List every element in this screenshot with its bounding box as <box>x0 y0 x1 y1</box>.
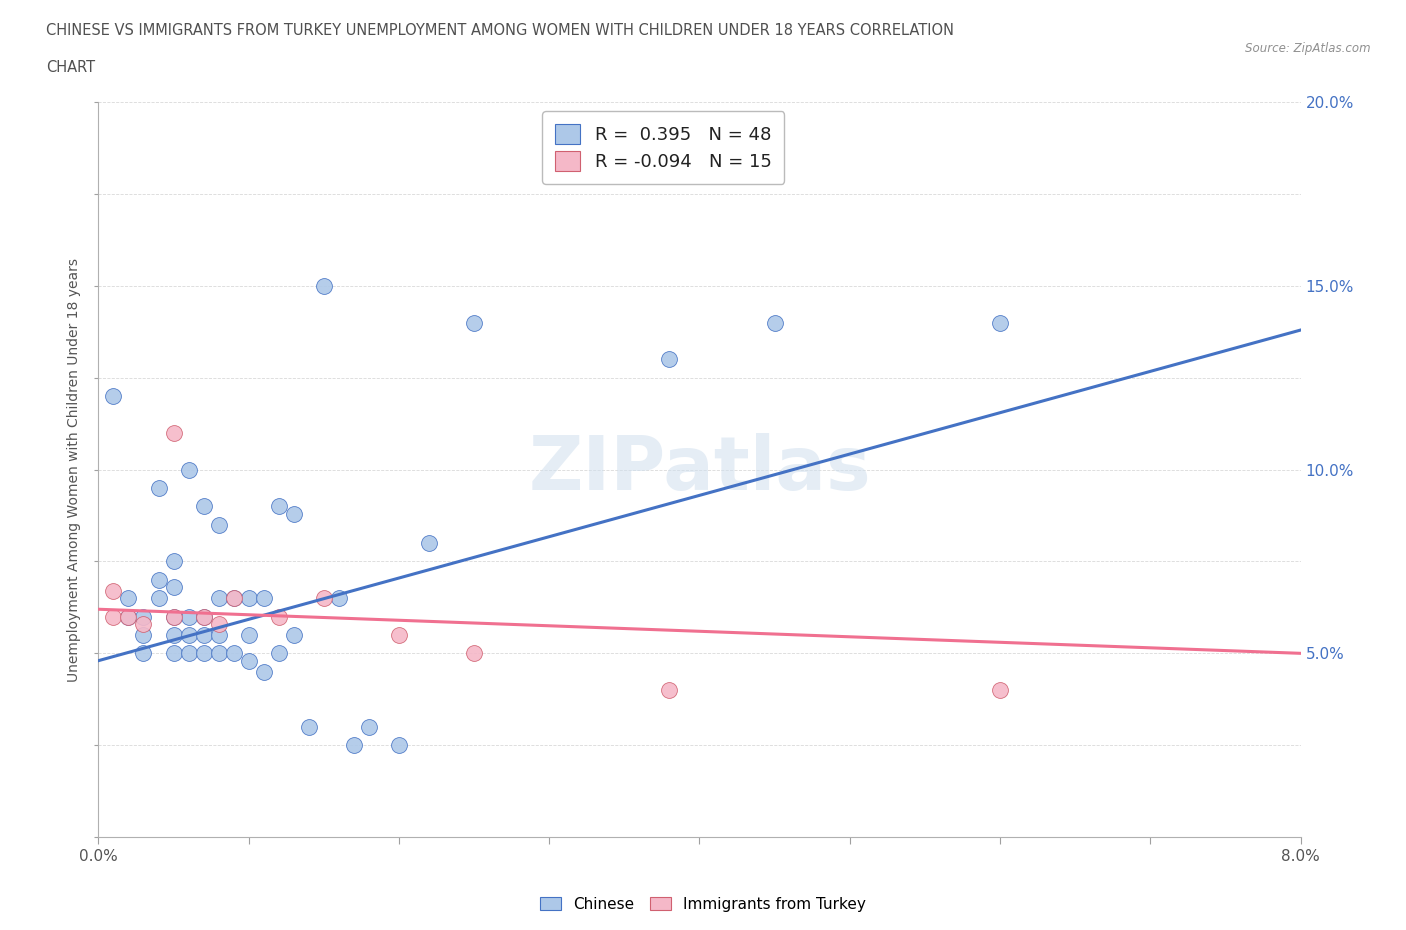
Point <box>222 591 245 605</box>
Point <box>103 609 125 624</box>
Point <box>148 481 170 496</box>
Point <box>463 315 485 330</box>
Point <box>208 645 231 660</box>
Point <box>418 536 440 551</box>
Point <box>658 352 681 367</box>
Point <box>148 572 170 588</box>
Text: ZIPatlas: ZIPatlas <box>529 433 870 506</box>
Point <box>343 737 366 752</box>
Point <box>162 645 184 660</box>
Point <box>132 609 155 624</box>
Point <box>132 628 155 643</box>
Point <box>103 583 125 598</box>
Point <box>283 628 305 643</box>
Point <box>283 506 305 521</box>
Point <box>222 645 245 660</box>
Point <box>117 609 139 624</box>
Point <box>117 609 139 624</box>
Point <box>267 645 290 660</box>
Point <box>103 389 125 404</box>
Point <box>208 617 231 631</box>
Point <box>238 591 260 605</box>
Point <box>162 609 184 624</box>
Point <box>162 426 184 441</box>
Point <box>193 609 215 624</box>
Point <box>357 720 380 735</box>
Legend: Chinese, Immigrants from Turkey: Chinese, Immigrants from Turkey <box>534 890 872 918</box>
Point <box>253 664 276 679</box>
Point <box>132 645 155 660</box>
Point <box>388 628 411 643</box>
Point <box>193 645 215 660</box>
Point <box>162 609 184 624</box>
Point <box>162 579 184 594</box>
Point <box>208 628 231 643</box>
Y-axis label: Unemployment Among Women with Children Under 18 years: Unemployment Among Women with Children U… <box>67 258 82 682</box>
Point <box>132 617 155 631</box>
Point <box>177 462 200 477</box>
Text: CHINESE VS IMMIGRANTS FROM TURKEY UNEMPLOYMENT AMONG WOMEN WITH CHILDREN UNDER 1: CHINESE VS IMMIGRANTS FROM TURKEY UNEMPL… <box>46 23 955 38</box>
Legend: R =  0.395   N = 48, R = -0.094   N = 15: R = 0.395 N = 48, R = -0.094 N = 15 <box>543 112 785 183</box>
Point <box>162 554 184 569</box>
Point <box>267 609 290 624</box>
Point <box>208 517 231 532</box>
Point <box>177 609 200 624</box>
Point <box>193 498 215 513</box>
Point <box>253 591 276 605</box>
Point <box>988 315 1011 330</box>
Point <box>763 315 786 330</box>
Point <box>658 683 681 698</box>
Point <box>988 683 1011 698</box>
Point <box>238 628 260 643</box>
Text: Source: ZipAtlas.com: Source: ZipAtlas.com <box>1246 42 1371 55</box>
Point <box>312 591 335 605</box>
Point <box>193 609 215 624</box>
Point <box>298 720 321 735</box>
Point <box>463 645 485 660</box>
Point <box>267 498 290 513</box>
Point <box>238 653 260 668</box>
Point <box>208 591 231 605</box>
Point <box>222 591 245 605</box>
Point <box>148 591 170 605</box>
Point <box>312 279 335 294</box>
Point <box>162 628 184 643</box>
Point <box>388 737 411 752</box>
Point <box>177 645 200 660</box>
Point <box>193 628 215 643</box>
Point <box>117 591 139 605</box>
Point <box>328 591 350 605</box>
Point <box>177 628 200 643</box>
Text: CHART: CHART <box>46 60 96 75</box>
